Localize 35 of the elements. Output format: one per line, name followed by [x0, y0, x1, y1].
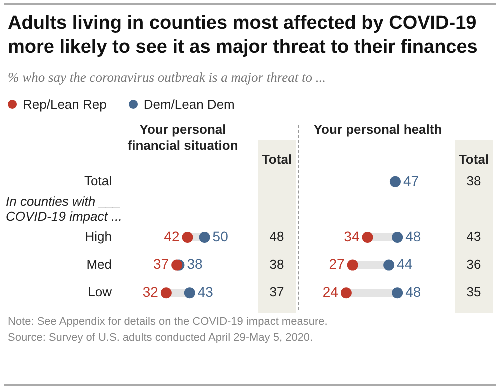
text: Your personal health [314, 122, 442, 137]
legend-label: Dem/Lean Dem [142, 97, 235, 112]
data-label: 35 [466, 284, 482, 300]
data-label: 27 [329, 256, 346, 272]
text: Your personal financial situation [128, 122, 238, 153]
data-label: 43 [466, 229, 482, 244]
data-label: 48 [406, 228, 422, 244]
data-label: 48 [270, 229, 284, 244]
category-label: Low [88, 284, 113, 300]
data-label: 24 [322, 284, 339, 300]
data-label: 43 [198, 284, 214, 300]
data-label: 38 [187, 256, 204, 272]
data-label: 36 [466, 256, 482, 272]
data-label: 32 [142, 284, 159, 300]
data-label: 38 [466, 173, 482, 188]
data-label: 37 [154, 256, 170, 272]
data-label: 37 [270, 284, 284, 300]
category-label: High [85, 229, 112, 244]
data-label: 44 [397, 256, 413, 272]
text: Note: See Appendix for details on the COVID-19 impact measure. [8, 315, 328, 330]
data-label: 48 [406, 284, 422, 300]
data-label: 42 [164, 228, 180, 244]
series-label: Total [262, 152, 292, 167]
series-label: Total [458, 152, 490, 167]
data-label: 34 [344, 228, 360, 244]
text: Adults living in counties most affected by COVID-19 more likely to see it as major threat to their finances [8, 12, 479, 60]
data-label: 38 [270, 256, 284, 272]
legend-label: Rep/Lean Rep [22, 97, 107, 112]
text: In counties with ___ COVID-19 impact ... [6, 194, 122, 224]
data-label: 50 [212, 228, 229, 244]
text: % who say the coronavirus outbreak is a major threat to ... [8, 70, 326, 86]
data-label: 47 [403, 172, 420, 189]
category-label: Total [84, 173, 112, 188]
category-label: Med [86, 256, 112, 272]
source-note: Source: Survey of U.S. adults conducted April 29-May 5, 2020. [8, 331, 314, 346]
